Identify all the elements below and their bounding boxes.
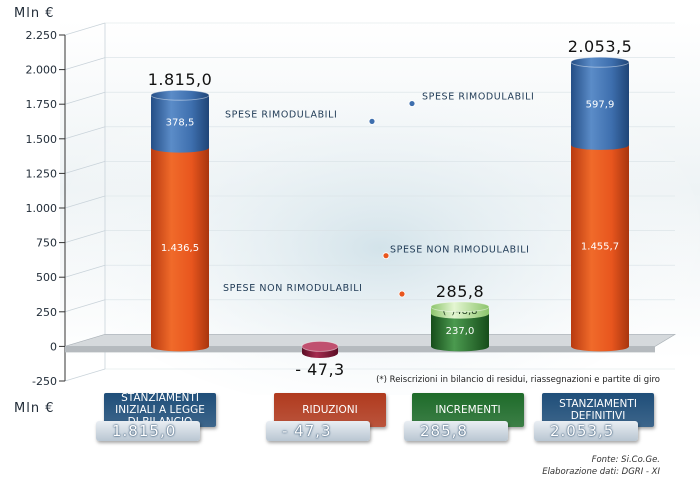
annotation-label: SPESE RIMODULABILI (422, 92, 534, 103)
bar-total-label: - 47,3 (295, 360, 344, 379)
annotation-label: SPESE NON RIMODULABILI (390, 245, 530, 256)
grid-line-diag (64, 57, 106, 70)
y-tick-label: 500 (36, 271, 57, 284)
y-tick-label: 2.250 (26, 29, 58, 42)
y-tick-label: 750 (36, 237, 57, 250)
bar-segment (151, 147, 209, 347)
bar-riduzioni: - 47,3 (295, 340, 344, 379)
grid-line-diag (64, 22, 106, 36)
y-tick-label: 1.500 (26, 133, 58, 146)
y-tick-label: 2.000 (26, 64, 58, 77)
grid-line-diag (64, 161, 106, 174)
bar-stanziamenti-iniziali: 1.436,5 378,5 1.815,0 (148, 70, 213, 352)
segment-value-label: 378,5 (166, 117, 195, 128)
grid-line-diag (64, 91, 106, 105)
bar-top-cap (301, 340, 339, 352)
bar-top-cap (150, 89, 210, 101)
bar-segment (431, 313, 489, 347)
bar-segment-base (151, 142, 209, 153)
bar-segment-base (431, 341, 489, 352)
source-note: Fonte: Si.Co.Ge. (591, 455, 660, 465)
y-tick-label: -250 (32, 375, 57, 388)
segment-value-label: 597,9 (586, 100, 615, 111)
summary-card-value: 1.815,0 (96, 421, 200, 441)
y-tick-label: 1.250 (26, 167, 58, 180)
bar-segment-base (571, 341, 629, 352)
grid-line-diag (64, 195, 106, 209)
bar-total-label: 285,8 (436, 282, 484, 301)
annotation-dot (368, 117, 376, 125)
summary-card-value: 285,8 (404, 421, 508, 441)
summary-card-value: 2.053,5 (534, 421, 638, 441)
grid-line-diag (64, 230, 106, 243)
annotation-label: SPESE NON RIMODULABILI (223, 283, 363, 294)
bar-total-label: 1.815,0 (148, 70, 213, 89)
floor-front (65, 346, 655, 353)
bar-segment-base (571, 139, 629, 150)
segment-value-label: 1.436,5 (161, 243, 199, 254)
y-unit-label-bottom: Mln € (14, 401, 55, 416)
bar-segment (151, 95, 209, 148)
bar-top-cap (570, 56, 630, 68)
y-tick-label: 1.750 (26, 98, 58, 111)
segment-value-label: 1.455,7 (581, 242, 619, 253)
bar-top-cap (430, 301, 490, 313)
y-unit-label-top: Mln € (14, 6, 55, 21)
chart: 1.436,5 378,5 1.815,0 - 47,3 237,0(*)48,8285… (26, 20, 700, 395)
bar-total-label: 2.053,5 (568, 37, 633, 56)
annotation-dot (408, 100, 416, 107)
grid-line-diag (64, 264, 106, 278)
summary-card-value: - 47,3 (266, 421, 370, 441)
y-tick-label: 1.000 (26, 202, 58, 215)
footnote: (*) Reiscrizioni in bilancio di residui,… (376, 375, 660, 385)
grid-line-diag (64, 299, 106, 313)
bar-segment (571, 144, 629, 347)
bar-segment-base (151, 341, 209, 352)
y-tick-label: 0 (50, 340, 57, 353)
bar-incrementi: 237,0(*)48,8285,8 (430, 282, 490, 352)
annotation-dot (398, 290, 406, 298)
annotation-label: SPESE RIMODULABILI (225, 109, 337, 120)
grid-line-diag (64, 368, 106, 382)
bar-stanziamenti-definitivi: 1.455,7 597,9 2.053,5 (568, 37, 633, 352)
grid-line-diag (64, 126, 106, 140)
elaboration-note: Elaborazione dati: DGRI - XI (542, 467, 660, 477)
segment-value-label: 237,0 (446, 326, 475, 337)
bar-segment (571, 62, 629, 145)
annotation-dot (382, 252, 390, 260)
y-tick-label: 250 (36, 306, 57, 319)
